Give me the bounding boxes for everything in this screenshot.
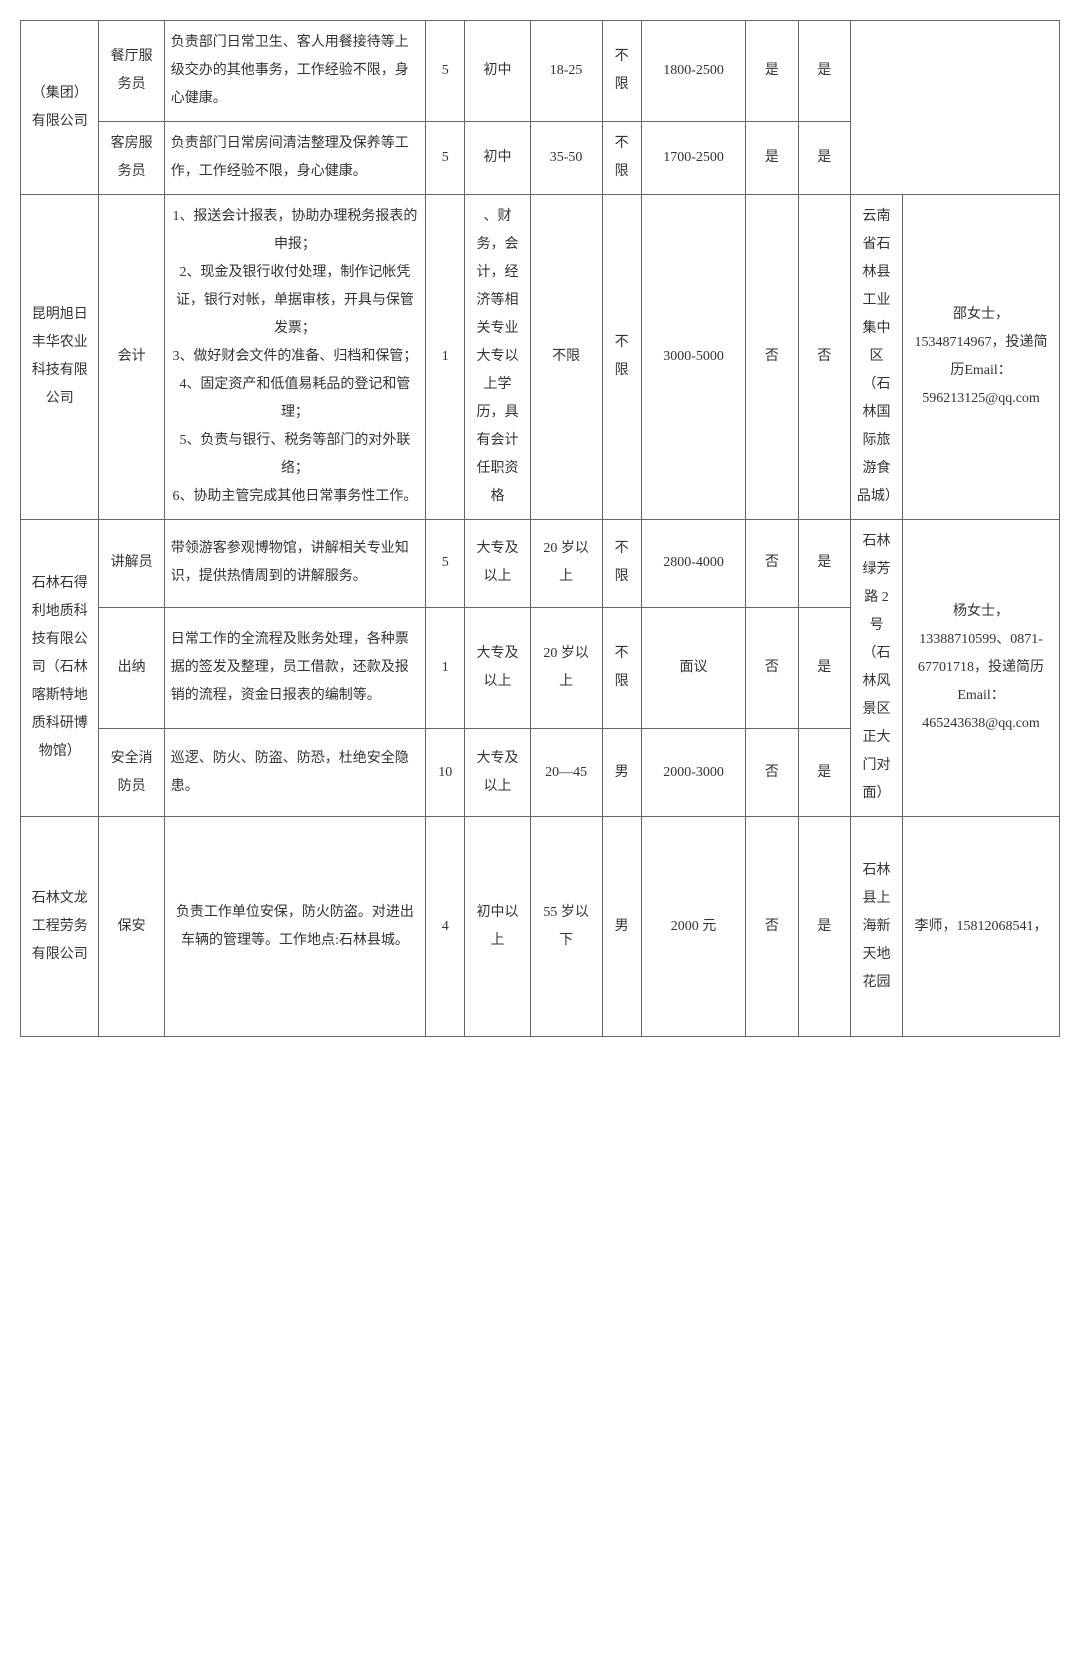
table-row: 昆明旭日丰华农业科技有限公司 会计 1、报送会计报表，协助办理税务报表的申报； … bbox=[21, 195, 1060, 520]
recruitment-table: （集团）有限公司 餐厅服务员 负责部门日常卫生、客人用餐接待等上级交办的其他事务… bbox=[20, 20, 1060, 1037]
position-cell: 保安 bbox=[99, 817, 164, 1037]
count-cell: 4 bbox=[426, 817, 465, 1037]
yn2-cell: 是 bbox=[798, 607, 850, 728]
company-cell: 昆明旭日丰华农业科技有限公司 bbox=[21, 195, 99, 520]
count-cell: 10 bbox=[426, 729, 465, 817]
yn2-cell: 是 bbox=[798, 817, 850, 1037]
table-row: 石林石得利地质科技有限公司（石林喀斯特地质科研博物馆） 讲解员 带领游客参观博物… bbox=[21, 520, 1060, 608]
salary-cell: 2000 元 bbox=[641, 817, 746, 1037]
addr-cell: 石林绿芳路 2 号（石林风景区正大门对面） bbox=[850, 520, 902, 817]
yn1-cell: 否 bbox=[746, 195, 798, 520]
position-cell: 安全消防员 bbox=[99, 729, 164, 817]
yn1-cell: 否 bbox=[746, 729, 798, 817]
salary-cell: 面议 bbox=[641, 607, 746, 728]
age-cell: 55 岁以下 bbox=[530, 817, 602, 1037]
age-cell: 20—45 bbox=[530, 729, 602, 817]
yn2-cell: 否 bbox=[798, 195, 850, 520]
age-cell: 20 岁以上 bbox=[530, 520, 602, 608]
gender-cell: 不限 bbox=[602, 21, 641, 122]
addr-cell: 石林县上海新天地花园 bbox=[850, 817, 902, 1037]
contact-cell: 杨女士，13388710599、0871-67701718，投递简历Email：… bbox=[903, 520, 1060, 817]
gender-cell: 不限 bbox=[602, 607, 641, 728]
desc-cell: 负责部门日常卫生、客人用餐接待等上级交办的其他事务，工作经验不限，身心健康。 bbox=[164, 21, 425, 122]
yn1-cell: 是 bbox=[746, 21, 798, 122]
yn2-cell: 是 bbox=[798, 729, 850, 817]
position-cell: 餐厅服务员 bbox=[99, 21, 164, 122]
gender-cell: 男 bbox=[602, 817, 641, 1037]
edu-cell: 初中 bbox=[465, 122, 530, 195]
desc-cell: 负责工作单位安保，防火防盗。对进出车辆的管理等。工作地点:石林县城。 bbox=[164, 817, 425, 1037]
contact-cell: 李师，15812068541， bbox=[903, 817, 1060, 1037]
salary-cell: 2000-3000 bbox=[641, 729, 746, 817]
table-row: （集团）有限公司 餐厅服务员 负责部门日常卫生、客人用餐接待等上级交办的其他事务… bbox=[21, 21, 1060, 122]
gender-cell: 不限 bbox=[602, 122, 641, 195]
position-cell: 会计 bbox=[99, 195, 164, 520]
desc-cell: 巡逻、防火、防盗、防恐，杜绝安全隐患。 bbox=[164, 729, 425, 817]
company-cell: 石林文龙工程劳务有限公司 bbox=[21, 817, 99, 1037]
contact-cell: 邵女士，15348714967，投递简历Email：596213125@qq.c… bbox=[903, 195, 1060, 520]
yn1-cell: 是 bbox=[746, 122, 798, 195]
edu-cell: 、财务，会计，经济等相关专业大专以上学历，具有会计任职资格 bbox=[465, 195, 530, 520]
salary-cell: 1800-2500 bbox=[641, 21, 746, 122]
count-cell: 5 bbox=[426, 122, 465, 195]
salary-cell: 2800-4000 bbox=[641, 520, 746, 608]
addr-cell: 云南省石林县工业集中区（石林国际旅游食品城） bbox=[850, 195, 902, 520]
count-cell: 1 bbox=[426, 607, 465, 728]
age-cell: 35-50 bbox=[530, 122, 602, 195]
desc-cell: 1、报送会计报表，协助办理税务报表的申报； 2、现金及银行收付处理，制作记帐凭证… bbox=[164, 195, 425, 520]
yn1-cell: 否 bbox=[746, 607, 798, 728]
company-cell: （集团）有限公司 bbox=[21, 21, 99, 195]
yn2-cell: 是 bbox=[798, 122, 850, 195]
age-cell: 18-25 bbox=[530, 21, 602, 122]
edu-cell: 大专及以上 bbox=[465, 520, 530, 608]
table-row: 石林文龙工程劳务有限公司 保安 负责工作单位安保，防火防盗。对进出车辆的管理等。… bbox=[21, 817, 1060, 1037]
gender-cell: 男 bbox=[602, 729, 641, 817]
edu-cell: 大专及以上 bbox=[465, 729, 530, 817]
gender-cell: 不限 bbox=[602, 520, 641, 608]
addr-contact-cell bbox=[850, 21, 1059, 195]
position-cell: 客房服务员 bbox=[99, 122, 164, 195]
count-cell: 5 bbox=[426, 520, 465, 608]
yn2-cell: 是 bbox=[798, 520, 850, 608]
position-cell: 讲解员 bbox=[99, 520, 164, 608]
company-cell: 石林石得利地质科技有限公司（石林喀斯特地质科研博物馆） bbox=[21, 520, 99, 817]
edu-cell: 初中 bbox=[465, 21, 530, 122]
yn2-cell: 是 bbox=[798, 21, 850, 122]
age-cell: 不限 bbox=[530, 195, 602, 520]
desc-cell: 带领游客参观博物馆，讲解相关专业知识，提供热情周到的讲解服务。 bbox=[164, 520, 425, 608]
edu-cell: 大专及以上 bbox=[465, 607, 530, 728]
age-cell: 20 岁以上 bbox=[530, 607, 602, 728]
salary-cell: 1700-2500 bbox=[641, 122, 746, 195]
count-cell: 1 bbox=[426, 195, 465, 520]
salary-cell: 3000-5000 bbox=[641, 195, 746, 520]
yn1-cell: 否 bbox=[746, 817, 798, 1037]
yn1-cell: 否 bbox=[746, 520, 798, 608]
count-cell: 5 bbox=[426, 21, 465, 122]
position-cell: 出纳 bbox=[99, 607, 164, 728]
edu-cell: 初中以上 bbox=[465, 817, 530, 1037]
desc-cell: 日常工作的全流程及账务处理，各种票据的签发及整理，员工借款，还款及报销的流程，资… bbox=[164, 607, 425, 728]
desc-cell: 负责部门日常房间清洁整理及保养等工作，工作经验不限，身心健康。 bbox=[164, 122, 425, 195]
gender-cell: 不限 bbox=[602, 195, 641, 520]
